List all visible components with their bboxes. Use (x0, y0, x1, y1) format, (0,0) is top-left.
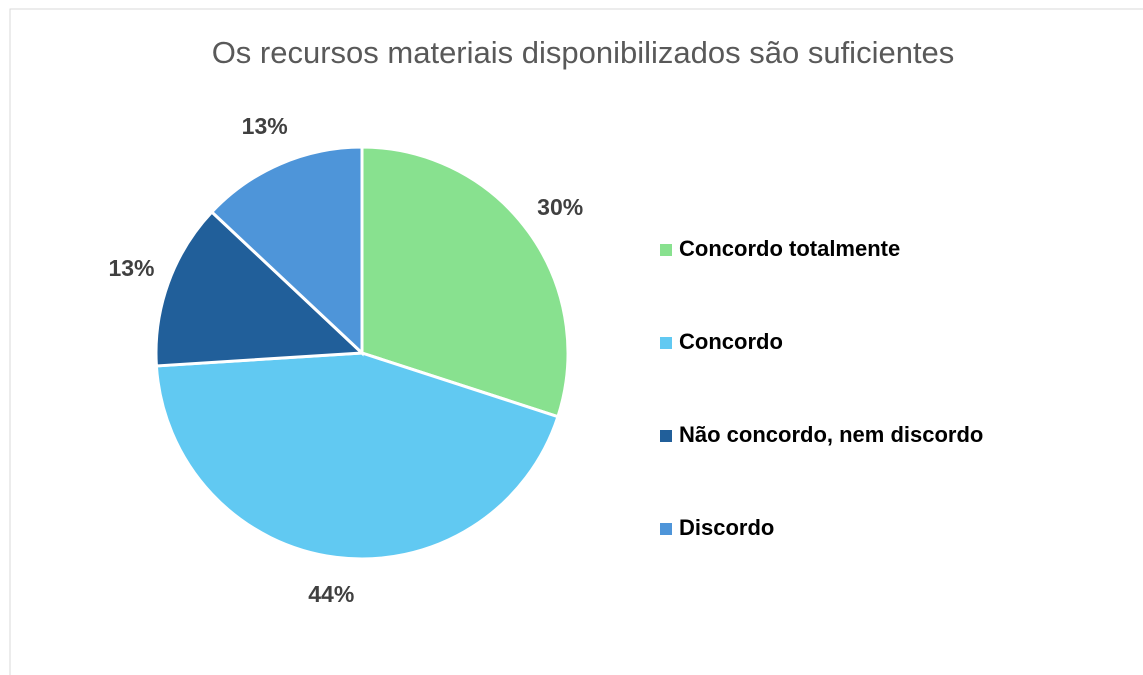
pie-slice (360, 145, 570, 419)
data-label: 44% (308, 581, 354, 607)
legend-swatch (660, 430, 672, 442)
legend-swatch (660, 337, 672, 349)
data-label: 13% (108, 255, 154, 281)
legend-swatch (660, 523, 672, 535)
data-label: 30% (537, 194, 583, 220)
pie-slice (154, 351, 560, 561)
pie-slice (209, 145, 364, 357)
legend-label: Não concordo, nem discordo (679, 422, 983, 447)
legend-label: Concordo (679, 329, 783, 354)
legend-swatch (660, 244, 672, 256)
legend-label: Concordo totalmente (679, 236, 900, 261)
pie-slice (154, 209, 366, 368)
data-label: 13% (242, 113, 288, 139)
chart-title: Os recursos materiais disponibilizados s… (212, 35, 955, 70)
legend-label: Discordo (679, 515, 774, 540)
